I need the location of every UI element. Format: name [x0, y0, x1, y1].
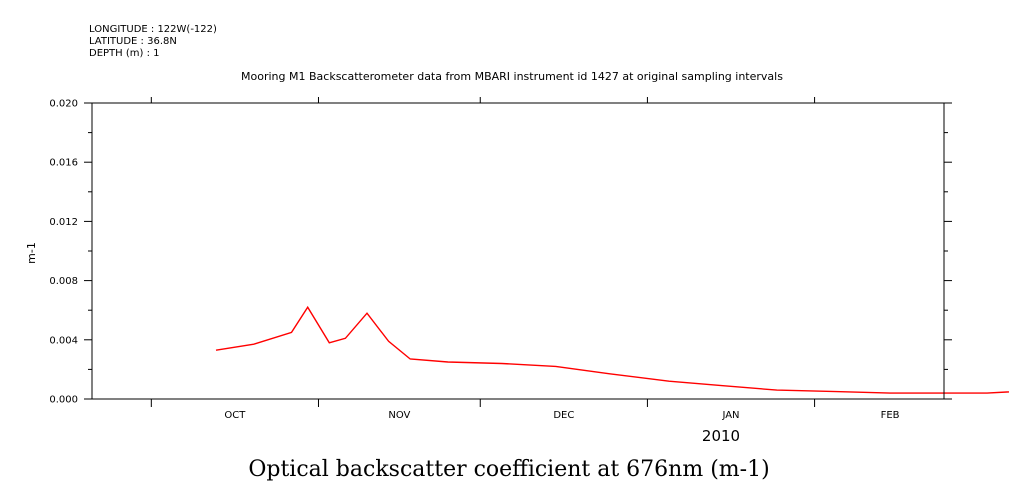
x-tick-label: OCT — [224, 410, 246, 421]
chart-title: Mooring M1 Backscatterometer data from M… — [241, 70, 783, 83]
latitude-label: LATITUDE : 36.8N — [89, 36, 177, 47]
metadata-block: LONGITUDE : 122W(-122) LATITUDE : 36.8N … — [89, 24, 217, 60]
x-tick-label: JAN — [721, 410, 739, 421]
x-tick-label: FEB — [881, 410, 900, 421]
x-axis-label: Optical backscatter coefficient at 676nm… — [248, 457, 769, 482]
y-tick-label: 0.004 — [49, 335, 78, 346]
year-label: 2010 — [702, 427, 740, 445]
y-tick-label: 0.020 — [49, 99, 78, 110]
series-line — [215, 305, 1009, 394]
depth-label: DEPTH (m) : 1 — [89, 48, 160, 59]
y-tick-label: 0.016 — [49, 158, 78, 169]
y-tick-label: 0.008 — [49, 276, 78, 287]
data-layer — [215, 305, 1009, 394]
x-tick-label: NOV — [388, 410, 410, 421]
y-axis-label: m-1 — [25, 242, 38, 264]
y-tick-label: 0.012 — [49, 217, 78, 228]
y-tick-label: 0.000 — [49, 395, 78, 406]
plot-frame — [91, 102, 945, 400]
x-tick-label: DEC — [553, 410, 574, 421]
longitude-label: LONGITUDE : 122W(-122) — [89, 24, 217, 35]
axis-layer: 0.000 0.004 0.008 0.012 0.016 0.020 OCT NOV DEC J… — [49, 97, 952, 445]
